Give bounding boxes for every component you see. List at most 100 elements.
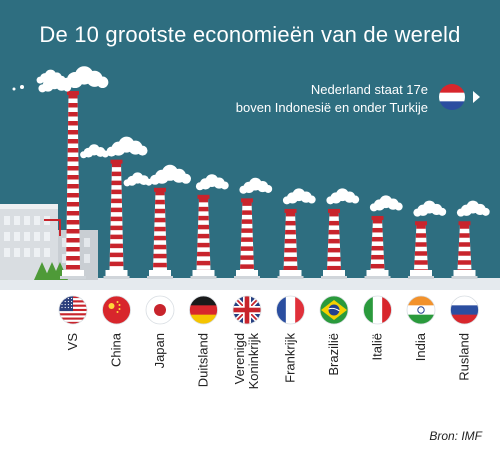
chimney-stripe	[66, 202, 80, 207]
source-label: Bron: IMF	[429, 429, 482, 443]
chimney-stripe	[66, 139, 80, 144]
chimney-stripe	[66, 175, 80, 180]
note-line-1: Nederland staat 17e	[310, 82, 428, 97]
chimney-stripe	[153, 262, 167, 268]
chimney-stripe	[370, 254, 385, 260]
japan-flag-icon	[145, 295, 175, 325]
chimney-stripe	[109, 261, 124, 267]
chimney-body	[414, 224, 428, 270]
smoke-puff	[145, 178, 153, 186]
smoke-puff	[481, 207, 490, 216]
chimney-stripe	[66, 238, 80, 243]
chimney-stripe	[414, 224, 428, 229]
chimney-stripe	[327, 229, 341, 235]
chimney-stripe	[370, 245, 385, 251]
india-flag-icon	[406, 295, 436, 325]
smoke-puff	[63, 83, 72, 92]
chimney-foot	[147, 276, 173, 279]
chimney-cap	[458, 221, 471, 226]
chimney-10	[451, 200, 490, 279]
factory-pipe	[44, 219, 61, 236]
smoke-puff	[239, 185, 248, 194]
chimney-body	[153, 190, 167, 270]
chimney-body	[457, 224, 472, 270]
chimney-stripe	[283, 256, 298, 262]
chimney-stripe	[66, 220, 80, 225]
smoke-puff	[456, 208, 465, 217]
chimney-9	[408, 200, 447, 279]
italy-flag-icon	[363, 295, 392, 325]
chimney-stripe	[66, 184, 80, 189]
chimney-stripe	[283, 265, 298, 270]
chimney-stripe	[283, 220, 298, 226]
chimney-stripe	[327, 220, 341, 226]
country-label: China	[109, 332, 124, 367]
chimney-base	[279, 270, 302, 278]
country-labels: VS China Japan Duitsland VerenigdKoninkrijk F…	[65, 332, 472, 389]
brazil-flag-icon	[319, 295, 349, 325]
smoke-puff	[181, 173, 191, 184]
country-label: India	[413, 332, 428, 361]
chimney-stripe	[370, 218, 385, 224]
chimney-stripe	[66, 229, 80, 234]
chimney-cap	[328, 208, 340, 213]
country-label: Duitsland	[196, 333, 211, 387]
chimney-foot	[364, 276, 391, 279]
factory-window	[34, 232, 40, 241]
chimney-body	[66, 94, 80, 270]
factory-window	[24, 232, 30, 241]
smoke-dot	[12, 87, 16, 91]
smoke-puff	[369, 203, 378, 212]
chimney-stripe	[414, 260, 428, 265]
chimney-stripe	[327, 256, 341, 262]
chimney-stripe	[109, 198, 124, 204]
chimney-base	[453, 270, 476, 278]
chimney-stripe	[109, 243, 124, 249]
chimney-stripe	[327, 247, 341, 253]
factory-roof	[0, 204, 58, 209]
factory-window	[24, 248, 30, 257]
smoke-puff	[438, 207, 447, 216]
factory-window	[14, 216, 20, 225]
chimney-stripe	[457, 251, 472, 256]
chimney-stripe	[327, 238, 341, 244]
chimney-foot	[321, 276, 347, 279]
chimney-7	[321, 188, 360, 279]
smoke-puff	[106, 146, 117, 157]
factory-window	[14, 232, 20, 241]
chimney-foot	[277, 276, 304, 279]
russia-flag-icon	[450, 295, 479, 325]
chimney-3	[123, 164, 191, 279]
chimney-stripe	[66, 103, 80, 108]
chimney-base	[410, 270, 432, 278]
chimney-cap	[197, 194, 210, 199]
chimney-stripe	[109, 216, 124, 222]
smoke-puff	[38, 84, 47, 93]
chimney-cap	[110, 159, 123, 164]
chimney-stripe	[283, 211, 298, 217]
chimney-foot	[451, 276, 478, 279]
chimney-body	[283, 211, 298, 270]
chimney-stripe	[414, 251, 428, 256]
smoke-puff	[326, 196, 335, 205]
chimney-stripe	[196, 233, 211, 239]
chimney-body	[196, 197, 211, 270]
chimney-stripe	[240, 210, 254, 215]
country-label: Frankrijk	[283, 333, 298, 383]
smoke-puff	[282, 196, 291, 205]
chimney-base	[149, 270, 171, 278]
chimney-stripe	[109, 252, 124, 258]
chimney-stripe	[457, 269, 472, 270]
chimney-stripe	[153, 253, 167, 259]
smoke-puff	[101, 150, 109, 158]
chimney-stripe	[457, 260, 472, 265]
factory-window	[84, 238, 90, 247]
chimney-stripe	[457, 224, 472, 229]
smoke-puff	[413, 208, 422, 217]
factory-window	[44, 248, 50, 257]
chimney-stripe	[153, 199, 167, 205]
chimney-stripe	[66, 256, 80, 261]
chimney-stripe	[196, 215, 211, 221]
chimney-cap	[371, 215, 384, 220]
chart-title: De 10 grootste economieën van de wereld	[39, 22, 461, 47]
